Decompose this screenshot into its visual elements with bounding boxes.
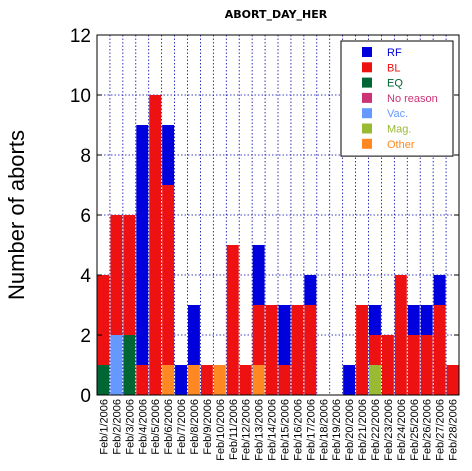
x-tick-label: Feb/24/2006 <box>396 399 408 461</box>
bar-segment <box>136 125 149 365</box>
x-tick-label: Feb/1/2006 <box>98 399 110 455</box>
x-tick-label: Feb/25/2006 <box>409 399 421 461</box>
bar-segment <box>343 365 356 395</box>
x-tick-label: Feb/10/2006 <box>215 399 227 461</box>
legend-swatch <box>362 47 372 57</box>
y-tick-label: 10 <box>70 86 91 107</box>
bar-segment <box>213 365 226 395</box>
bar-segment <box>110 215 123 335</box>
bar-segment <box>278 305 291 365</box>
bar-segment <box>200 365 213 395</box>
legend: RF BL EQ No reason Vac. Mag. Other <box>340 40 454 157</box>
bar-segment <box>356 305 368 395</box>
x-tick-label: Feb/5/2006 <box>150 399 162 455</box>
bar-segment <box>188 305 200 365</box>
bar-segment <box>433 305 446 395</box>
legend-label: Other <box>387 139 415 151</box>
bar-segment <box>291 305 304 395</box>
legend-swatch <box>362 108 372 119</box>
legend-label: No reason <box>387 93 438 105</box>
chart-title: ABORT_DAY_HER <box>225 8 328 21</box>
bar-segment <box>369 365 381 395</box>
x-tick-label: Feb/15/2006 <box>279 399 291 461</box>
bar-segment <box>136 365 149 395</box>
bar-segment <box>123 335 136 395</box>
y-tick-label: 8 <box>80 146 91 167</box>
bar-segment <box>304 275 317 305</box>
bar-segment <box>407 305 420 335</box>
x-tick-label: Feb/11/2006 <box>228 399 240 460</box>
x-tick-label: Feb/28/2006 <box>448 399 460 461</box>
x-tick-label: Feb/7/2006 <box>176 399 188 455</box>
legend-swatch <box>362 138 372 149</box>
bar-segment <box>369 335 381 365</box>
x-tick-label: Feb/26/2006 <box>422 399 434 461</box>
bar-segment <box>265 305 278 395</box>
x-tick-label: Feb/18/2006 <box>318 399 330 461</box>
bar-segment <box>446 365 459 395</box>
bar-segment <box>369 305 381 335</box>
y-tick-label: 12 <box>70 26 91 47</box>
legend-swatch <box>362 62 372 73</box>
x-tick-label: Feb/2/2006 <box>111 399 123 455</box>
bar-segment <box>239 365 252 395</box>
x-tick-label: Feb/27/2006 <box>435 399 447 461</box>
x-tick-label: Feb/16/2006 <box>292 399 304 461</box>
y-tick-label: 2 <box>80 326 91 347</box>
legend-label: Vac. <box>387 108 408 120</box>
bar-segment <box>407 335 420 395</box>
legend-label: BL <box>387 62 400 74</box>
x-tick-label: Feb/13/2006 <box>254 399 266 461</box>
legend-swatch <box>362 123 372 134</box>
legend-swatch <box>362 92 372 103</box>
y-axis-ticks: 0 2 4 6 8 10 12 <box>70 26 459 407</box>
legend-box <box>340 40 454 157</box>
bar-segment <box>278 365 291 395</box>
bar-segment <box>149 95 162 395</box>
legend-label: EQ <box>387 78 403 90</box>
bar-segment <box>420 335 433 395</box>
x-tick-label: Feb/17/2006 <box>305 399 317 461</box>
y-axis-label: Number of aborts <box>4 130 29 300</box>
bar-segment <box>97 275 110 365</box>
x-tick-label: Feb/14/2006 <box>267 399 279 461</box>
bar-segment <box>252 305 265 365</box>
bar-segment <box>175 365 187 395</box>
bar-segment <box>420 305 433 335</box>
x-tick-label: Feb/19/2006 <box>331 399 343 461</box>
bar-segment <box>188 365 200 395</box>
bar-segment <box>162 365 175 395</box>
x-axis-ticks: Feb/1/2006 Feb/2/2006 Feb/3/2006 Feb/4/2006… <box>98 399 459 461</box>
x-tick-label: Feb/22/2006 <box>370 399 382 461</box>
bar-segment <box>110 335 123 395</box>
x-tick-label: Feb/12/2006 <box>241 399 253 461</box>
x-tick-label: Feb/8/2006 <box>189 399 201 455</box>
bar-segment <box>394 275 407 395</box>
x-tick-label: Feb/3/2006 <box>124 399 136 455</box>
x-tick-label: Feb/20/2006 <box>344 399 356 461</box>
legend-label: RF <box>387 47 402 59</box>
x-tick-label: Feb/6/2006 <box>163 399 175 455</box>
y-tick-label: 6 <box>80 206 91 227</box>
bar-segment <box>252 245 265 305</box>
y-tick-label: 4 <box>80 266 91 287</box>
bar-segment <box>226 245 239 395</box>
bar-segment <box>97 365 110 395</box>
x-tick-label: Feb/21/2006 <box>357 399 369 461</box>
bar-segment <box>304 305 317 395</box>
bar-segment <box>433 275 446 305</box>
legend-label: Mag. <box>387 124 411 136</box>
bar-segment <box>252 365 265 395</box>
bar-segment <box>381 335 394 395</box>
bar-segment <box>162 125 175 185</box>
x-tick-label: Feb/9/2006 <box>202 399 214 455</box>
y-tick-label: 0 <box>80 386 91 407</box>
x-tick-label: Feb/4/2006 <box>137 399 149 455</box>
bar-segment <box>123 215 136 335</box>
bar-segment <box>162 185 175 365</box>
x-tick-label: Feb/23/2006 <box>383 399 395 461</box>
bars <box>97 95 459 395</box>
legend-swatch <box>362 77 372 88</box>
